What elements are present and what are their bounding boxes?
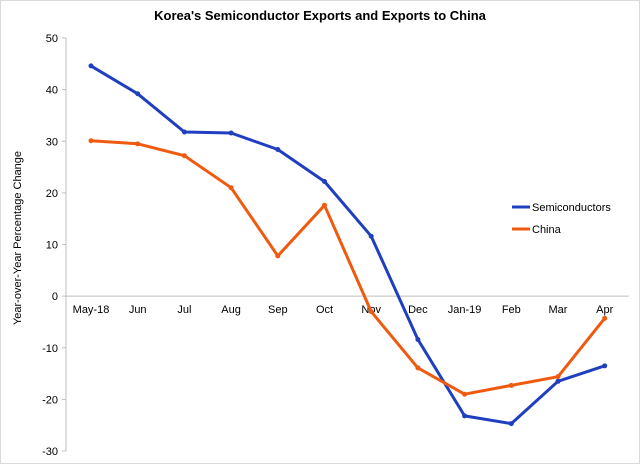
data-point-china [462,391,468,397]
chart-title: Korea's Semiconductor Exports and Export… [154,8,486,23]
data-point-semiconductors [181,129,187,135]
y-tick-label: -10 [42,343,58,355]
y-tick-label: -30 [42,446,58,458]
data-point-semiconductors [322,179,327,185]
data-point-china [181,153,187,159]
data-point-china [508,382,514,388]
data-point-semiconductors [135,91,141,97]
data-point-semiconductors [462,413,468,419]
x-tick-label: Oct [316,304,333,316]
data-point-semiconductors [602,363,608,369]
data-point-china [602,315,608,321]
x-tick-label: Sep [268,304,288,316]
x-tick-label: Jan-19 [448,304,482,316]
data-point-china [415,365,421,371]
data-point-semiconductors [275,147,281,153]
x-tick-label: Jul [177,304,191,316]
data-point-semiconductors [415,336,421,342]
legend-label: China [532,224,562,236]
data-point-semiconductors [555,378,561,384]
x-tick-label: Aug [221,304,241,316]
data-point-china [88,138,94,144]
x-tick-label: May-18 [73,304,110,316]
series-line-semiconductors [89,64,607,426]
x-tick-label: Dec [408,304,428,316]
y-tick-label: 50 [46,33,58,45]
y-tick-label: 20 [46,188,58,200]
data-point-semiconductors [228,130,234,136]
x-tick-label: Apr [596,304,613,316]
data-point-china [228,185,234,191]
x-tick-label: Mar [549,304,568,316]
legend-label: Semiconductors [532,202,611,214]
y-tick-label: 30 [46,136,58,148]
series-line-china [89,139,607,396]
data-point-semiconductors [508,421,514,427]
y-tick-label: 10 [46,240,58,252]
y-tick-label: -20 [42,394,58,406]
y-tick-label: 40 [46,85,58,97]
x-tick-label: Jun [129,304,147,316]
data-point-semiconductors [88,63,94,69]
data-point-semiconductors [368,233,374,239]
data-point-china [275,253,281,259]
data-point-china [322,202,327,208]
data-point-china [135,141,141,147]
x-tick-label: Feb [502,304,521,316]
data-point-china [368,309,374,315]
data-point-china [555,374,561,380]
y-tick-label: 0 [52,291,58,303]
